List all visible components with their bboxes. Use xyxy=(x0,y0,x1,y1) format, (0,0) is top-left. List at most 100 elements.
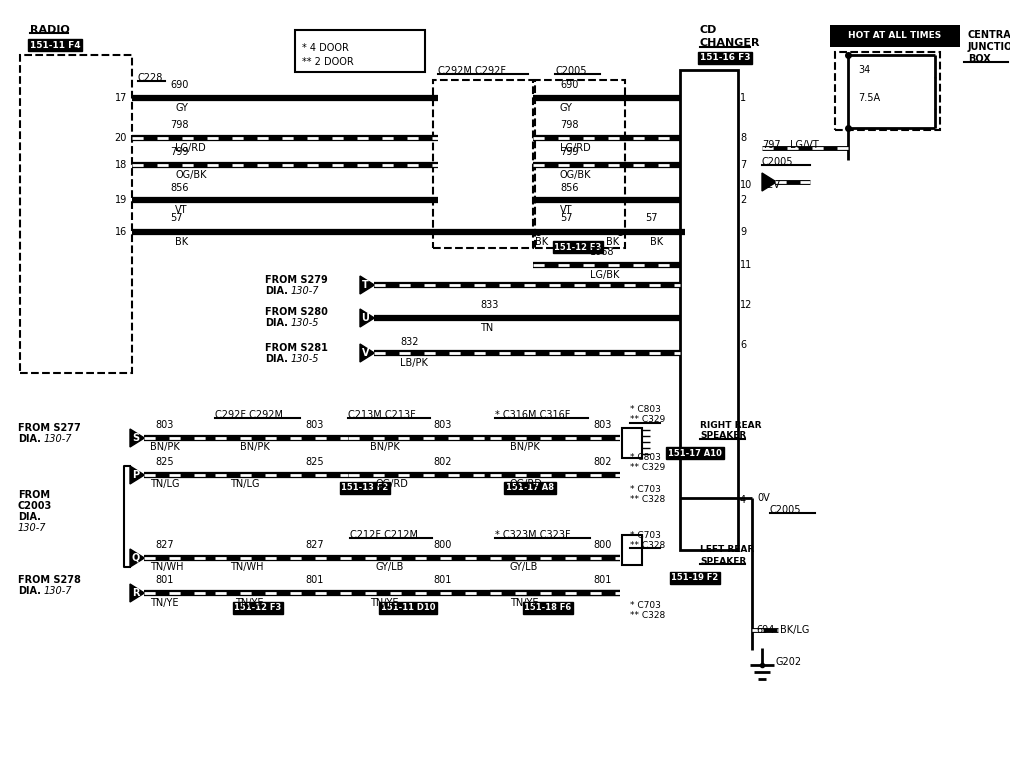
Text: BK/LG: BK/LG xyxy=(780,625,809,635)
Text: C2005: C2005 xyxy=(770,505,802,515)
Text: 17: 17 xyxy=(114,93,127,103)
Text: C2005: C2005 xyxy=(762,157,794,167)
Polygon shape xyxy=(130,429,144,447)
Text: C228: C228 xyxy=(138,73,164,83)
Polygon shape xyxy=(360,276,375,294)
Text: RIGHT REAR: RIGHT REAR xyxy=(700,420,762,429)
Text: FROM S279: FROM S279 xyxy=(265,275,328,285)
Text: TN/YE: TN/YE xyxy=(235,598,264,608)
Text: 151-16 F3: 151-16 F3 xyxy=(700,54,750,63)
Text: 11: 11 xyxy=(740,260,752,270)
Polygon shape xyxy=(762,173,777,191)
Text: TN/YE: TN/YE xyxy=(370,598,399,608)
Text: 797: 797 xyxy=(762,140,781,150)
Text: 856: 856 xyxy=(560,183,579,193)
Text: C2005: C2005 xyxy=(556,66,587,76)
Text: * C803: * C803 xyxy=(630,406,661,415)
Text: 7.5A: 7.5A xyxy=(858,93,880,103)
Text: 57: 57 xyxy=(170,213,183,223)
Text: 57: 57 xyxy=(645,213,658,223)
Text: ** C329: ** C329 xyxy=(630,463,666,472)
Text: 802: 802 xyxy=(433,457,451,467)
Text: FROM S278: FROM S278 xyxy=(18,575,81,585)
Text: T: T xyxy=(362,280,369,290)
Bar xyxy=(535,80,625,248)
Text: 151-11 F4: 151-11 F4 xyxy=(29,41,81,49)
Text: BN/PK: BN/PK xyxy=(150,442,180,452)
Text: HOT AT ALL TIMES: HOT AT ALL TIMES xyxy=(848,32,941,41)
Bar xyxy=(622,535,642,565)
Text: CD: CD xyxy=(700,25,717,35)
Text: 798: 798 xyxy=(560,120,579,130)
Text: C292M C292F: C292M C292F xyxy=(438,66,506,76)
Text: TN: TN xyxy=(480,323,493,333)
Text: 825: 825 xyxy=(155,457,174,467)
Text: LG/RD: LG/RD xyxy=(175,143,206,153)
Text: 151-17 A8: 151-17 A8 xyxy=(506,484,554,493)
Text: BN/PK: BN/PK xyxy=(370,442,400,452)
Text: 800: 800 xyxy=(593,540,611,550)
Bar xyxy=(830,25,959,47)
Text: 130-7: 130-7 xyxy=(44,434,73,444)
Text: VT: VT xyxy=(175,205,188,215)
Text: 827: 827 xyxy=(305,540,323,550)
Text: LEFT REAR: LEFT REAR xyxy=(700,546,754,554)
Text: FROM S281: FROM S281 xyxy=(265,343,328,353)
Text: 803: 803 xyxy=(155,420,174,430)
Text: C213M C213F: C213M C213F xyxy=(348,410,416,420)
Text: U: U xyxy=(362,313,370,323)
Text: TN/LG: TN/LG xyxy=(150,479,180,489)
Text: OG/RD: OG/RD xyxy=(510,479,543,489)
Text: 856: 856 xyxy=(170,183,189,193)
Text: GY: GY xyxy=(560,103,573,113)
Text: ** C328: ** C328 xyxy=(630,610,666,619)
Text: 690: 690 xyxy=(170,80,189,90)
Text: C2003: C2003 xyxy=(18,501,53,511)
Text: 798: 798 xyxy=(170,120,189,130)
Text: OG/RD: OG/RD xyxy=(375,479,408,489)
Text: SPEAKER: SPEAKER xyxy=(700,431,746,441)
Text: TN/WH: TN/WH xyxy=(150,562,184,572)
Text: 151-11 D10: 151-11 D10 xyxy=(381,603,435,612)
Text: JUNCTION: JUNCTION xyxy=(968,42,1010,52)
Text: 151-19 F2: 151-19 F2 xyxy=(672,574,719,582)
Text: * C703: * C703 xyxy=(630,600,661,609)
Text: FROM: FROM xyxy=(18,490,50,500)
Text: 825: 825 xyxy=(305,457,323,467)
Bar xyxy=(622,428,642,458)
Text: R: R xyxy=(131,588,139,598)
Text: 800: 800 xyxy=(433,540,451,550)
Text: C292F C292M: C292F C292M xyxy=(215,410,283,420)
Text: 151-17 A10: 151-17 A10 xyxy=(668,448,722,457)
Text: S: S xyxy=(132,433,139,443)
Text: 0V: 0V xyxy=(758,493,770,503)
Text: FROM S280: FROM S280 xyxy=(265,307,328,317)
Text: * C323M C323F: * C323M C323F xyxy=(495,530,571,540)
Text: DIA.: DIA. xyxy=(18,512,40,522)
Text: LG/BK: LG/BK xyxy=(590,270,619,280)
Text: ** C328: ** C328 xyxy=(630,496,666,504)
Text: CENTRAL: CENTRAL xyxy=(968,30,1010,40)
Polygon shape xyxy=(130,466,144,484)
Text: 57: 57 xyxy=(560,213,573,223)
Text: BK: BK xyxy=(535,237,548,247)
Text: 9: 9 xyxy=(740,227,746,237)
Text: 34: 34 xyxy=(858,65,871,75)
Text: 6: 6 xyxy=(740,340,746,350)
Text: OG/BK: OG/BK xyxy=(560,170,592,180)
Text: 130-7: 130-7 xyxy=(18,523,46,533)
Text: Q: Q xyxy=(131,553,139,563)
Text: 803: 803 xyxy=(433,420,451,430)
Text: 20: 20 xyxy=(114,133,127,143)
Text: 1: 1 xyxy=(740,93,746,103)
Text: 18: 18 xyxy=(115,160,127,170)
Text: 690: 690 xyxy=(560,80,579,90)
Bar xyxy=(295,30,425,72)
Text: 803: 803 xyxy=(593,420,611,430)
Text: CHANGER: CHANGER xyxy=(700,38,761,48)
Text: BK: BK xyxy=(175,237,188,247)
Text: DIA.: DIA. xyxy=(265,286,288,296)
Text: LB/PK: LB/PK xyxy=(400,358,428,368)
Text: 12: 12 xyxy=(740,300,752,310)
Text: 19: 19 xyxy=(115,195,127,205)
